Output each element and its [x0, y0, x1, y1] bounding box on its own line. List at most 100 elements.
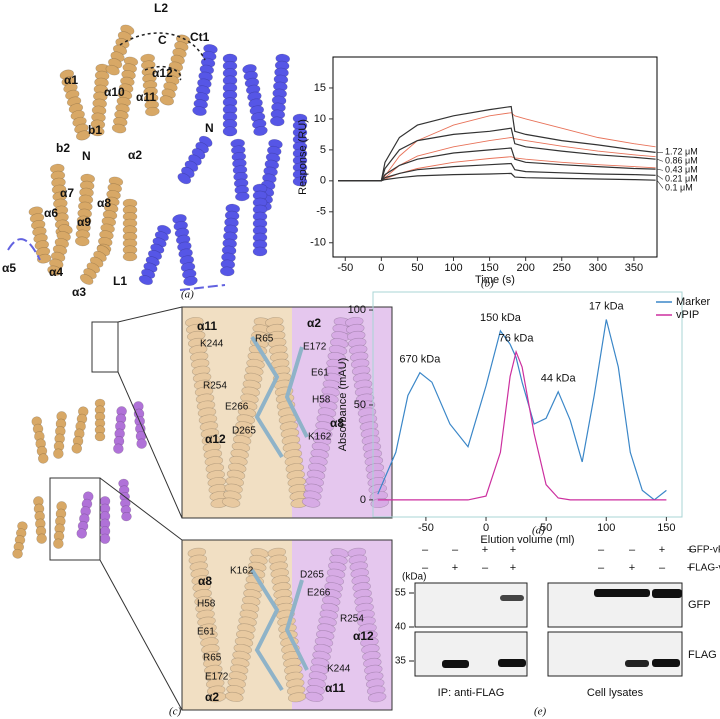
blot-box [547, 631, 683, 677]
marker: 35 [395, 656, 407, 667]
blot-box [414, 631, 528, 677]
charts: -50 0 50 100 150 200 250 300 350-10-5051015Time … [297, 56, 711, 546]
x-tick-label: 0 [483, 522, 489, 534]
label: α6 [44, 206, 58, 220]
label: α11 [136, 90, 156, 104]
band [625, 660, 649, 667]
band [442, 660, 469, 668]
row-label: FLAG-vPIP [689, 563, 720, 574]
label: b1 [88, 123, 102, 137]
y-tick-label: 5 [320, 144, 326, 156]
helix-turn [192, 106, 207, 116]
helix-turn [74, 236, 90, 247]
panel-letter: (b) [481, 278, 494, 290]
helix-turn [121, 511, 132, 522]
x-axis-label: Time (s) [475, 274, 515, 286]
x-tick-label: 150 [657, 522, 675, 534]
helix [140, 53, 160, 117]
helix [99, 496, 111, 544]
helix [292, 113, 308, 187]
annotation: 150 kDa [480, 312, 522, 324]
helix-turn [159, 95, 175, 106]
helix [105, 24, 135, 76]
helix-turn [235, 191, 250, 202]
label: α11 [325, 681, 345, 695]
label: α8 [198, 574, 212, 588]
series-label: 0.86 μM [665, 156, 698, 166]
sign: + [482, 544, 488, 556]
label: K162 [230, 566, 254, 577]
helix [269, 53, 291, 127]
label: b2 [56, 141, 70, 155]
sign: – [659, 562, 666, 574]
sign: + [452, 562, 458, 574]
label: K244 [200, 339, 224, 350]
x-tick-label: 50 [540, 522, 552, 534]
label: α2 [205, 690, 219, 704]
label: α1 [64, 73, 78, 87]
helix-turn [36, 533, 47, 544]
helix [138, 224, 172, 286]
y-axis-label: Absorbance (mAU) [337, 358, 349, 452]
helix [113, 406, 127, 454]
helix-turn [89, 126, 105, 137]
x-tick-label: 50 [411, 262, 423, 274]
label: α8 [330, 416, 344, 430]
legend-label: vPIP [676, 309, 699, 321]
helix-turn [36, 253, 52, 264]
label: E61 [197, 627, 215, 638]
label: α5 [2, 261, 16, 275]
helix [28, 206, 52, 264]
x-axis-label: Elution volume (ml) [480, 534, 574, 546]
zoom-connector [99, 306, 183, 711]
helix [192, 44, 218, 116]
label: α2 [128, 148, 142, 162]
helix [76, 491, 94, 539]
label: α3 [72, 285, 86, 299]
helix [94, 398, 106, 442]
sign: + [687, 544, 693, 556]
band [594, 589, 650, 597]
panel-letter: (e) [534, 706, 547, 718]
helix [242, 64, 268, 136]
series-line [377, 349, 667, 501]
helix-turn [221, 497, 241, 508]
helix-turn [367, 692, 387, 703]
series-line [338, 162, 656, 182]
sign: + [687, 562, 693, 574]
x-tick-label: 150 [480, 262, 498, 274]
helix [111, 56, 139, 134]
label: R65 [203, 653, 222, 664]
label: E172 [205, 672, 229, 683]
group-label: IP: anti-FLAG [438, 687, 505, 699]
helix-turn [136, 438, 147, 449]
label: E172 [303, 342, 327, 353]
x-tick-label: 200 [516, 262, 534, 274]
label: K244 [327, 664, 351, 675]
helix [122, 198, 138, 262]
helix-turn [253, 126, 268, 136]
helix-turn [47, 265, 62, 276]
helix-turn [301, 497, 321, 508]
helix-turn [305, 691, 324, 702]
y-tick-label: 15 [314, 82, 326, 94]
x-tick-label: 100 [444, 262, 462, 274]
helix [53, 411, 67, 459]
label: E266 [307, 588, 331, 599]
label: R254 [340, 614, 364, 625]
series-label: 0.21 μM [665, 174, 698, 184]
loop [7, 238, 226, 291]
label: α9 [77, 215, 91, 229]
y-tick-label: 10 [314, 113, 326, 125]
label: α2 [307, 316, 321, 330]
helix-turn [111, 123, 127, 134]
x-tick-label: -50 [337, 262, 353, 274]
marker: 40 [395, 622, 407, 633]
helix-turn [292, 176, 308, 187]
helix-turn [94, 432, 106, 442]
plot-frame [372, 291, 683, 518]
sign: + [629, 562, 635, 574]
sign: – [598, 562, 605, 574]
label: D265 [300, 570, 324, 581]
helix [187, 547, 227, 703]
